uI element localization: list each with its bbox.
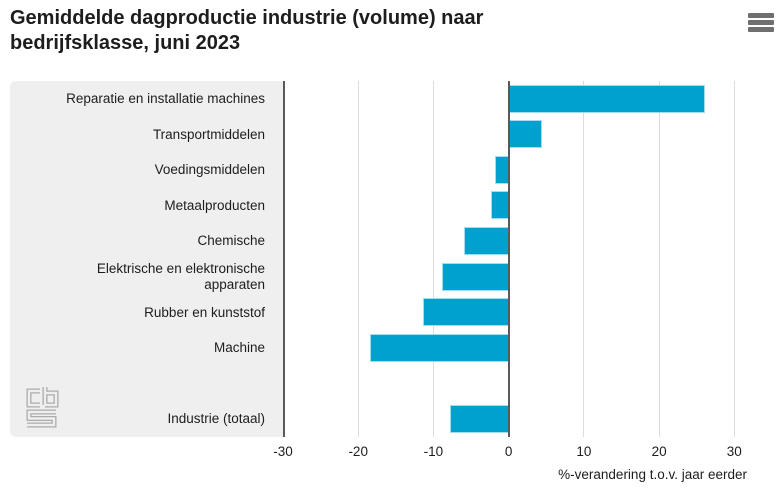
bar[interactable] — [495, 155, 509, 184]
x-tick-label: 20 — [651, 444, 667, 459]
category-label: Reparatie en installatie machines — [66, 91, 265, 107]
category-label: Chemische — [197, 233, 265, 249]
x-axis-title: %-verandering t.o.v. jaar eerder — [558, 467, 747, 482]
x-axis-ticks: -30 -20 -10 0 10 20 30 — [273, 444, 781, 462]
plot-area — [283, 81, 781, 437]
cbs-logo — [26, 387, 59, 428]
bar[interactable] — [508, 120, 542, 149]
hamburger-icon — [748, 13, 774, 32]
category-label: Voedingsmiddelen — [154, 162, 265, 178]
bar[interactable] — [370, 333, 509, 362]
category-label: Industrie (totaal) — [167, 411, 265, 427]
x-tick-label: 10 — [576, 444, 592, 459]
category-label: Metaalproducten — [164, 197, 265, 213]
category-label: Elektrische en elektronische apparaten — [96, 261, 265, 292]
x-tick-label: -10 — [423, 444, 444, 459]
x-tick-label: 0 — [504, 444, 513, 459]
x-tick-label: -30 — [273, 444, 293, 459]
bar[interactable] — [449, 404, 509, 433]
category-label: Machine — [213, 340, 265, 356]
gridline — [432, 81, 434, 437]
chart-title-line2: bedrijfsklasse, juni 2023 — [10, 32, 241, 54]
x-tick-label: -20 — [348, 444, 368, 459]
category-label: Rubber en kunststof — [144, 304, 265, 320]
bar[interactable] — [508, 84, 705, 113]
bar[interactable] — [464, 226, 509, 255]
gridline — [733, 81, 735, 437]
chart-menu-button[interactable] — [747, 12, 775, 34]
zero-axis-line — [507, 81, 510, 437]
chart-title: Gemiddelde dagproductie industrie (volum… — [10, 6, 650, 56]
bar[interactable] — [441, 262, 509, 291]
chart-title-line1: Gemiddelde dagproductie industrie (volum… — [10, 7, 484, 29]
gridline — [357, 81, 359, 437]
gridline — [583, 81, 585, 437]
x-tick-label: 30 — [726, 444, 742, 459]
category-panel: Reparatie en installatie machines Transpo… — [10, 81, 283, 437]
bar[interactable] — [491, 191, 509, 220]
bar[interactable] — [422, 298, 509, 327]
plot-left-axis-line — [283, 81, 285, 437]
gridline — [658, 81, 660, 437]
category-label: Transportmiddelen — [152, 126, 265, 142]
